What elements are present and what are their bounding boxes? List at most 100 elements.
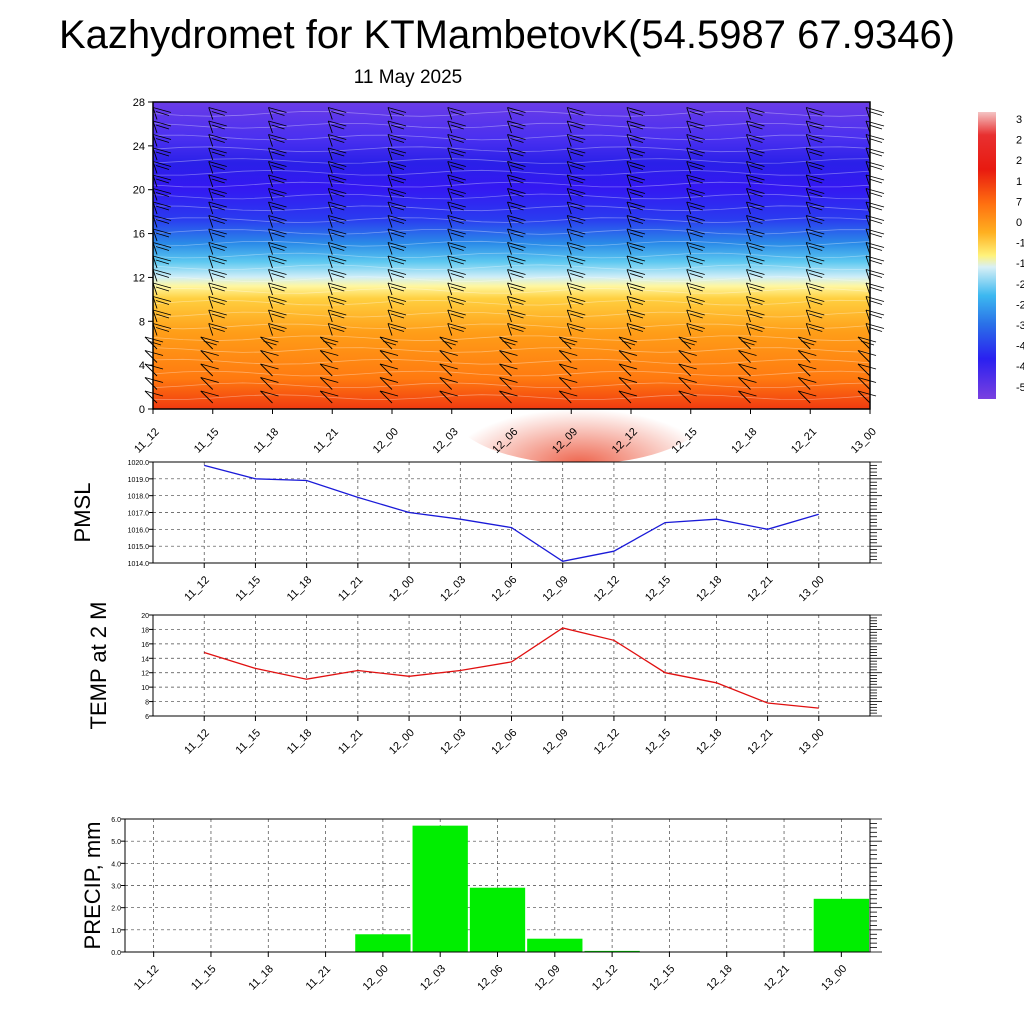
wind-barb-flag bbox=[379, 336, 399, 343]
wind-barb-flag bbox=[387, 255, 407, 262]
wind-barb-flag bbox=[442, 340, 456, 346]
wind-barb-flag bbox=[331, 259, 345, 265]
wind-barb-flag bbox=[507, 107, 526, 113]
wind-barb bbox=[738, 363, 751, 377]
wind-barb bbox=[678, 377, 692, 390]
wind-barb-flag bbox=[155, 205, 170, 211]
wind-barb-flag bbox=[211, 111, 225, 116]
wind-barb bbox=[268, 282, 273, 296]
wind-barb-flag bbox=[629, 178, 644, 184]
wind-barb-flag bbox=[507, 147, 526, 154]
wind-barb-flag bbox=[686, 323, 705, 329]
colorbar-ramp bbox=[978, 112, 996, 399]
wind-barb bbox=[626, 134, 632, 147]
x-tick-label: 12_03 bbox=[431, 426, 461, 456]
wind-barb-flag bbox=[211, 286, 225, 292]
wind-barb bbox=[805, 161, 811, 174]
wind-barb-flag bbox=[689, 246, 703, 251]
x-tick-label: 11_15 bbox=[234, 727, 264, 757]
wind-barb bbox=[447, 323, 453, 336]
wind-barb-flag bbox=[331, 219, 345, 224]
colorbar-label: -1 bbox=[1016, 258, 1024, 270]
wind-barb bbox=[268, 309, 273, 323]
wind-barb bbox=[268, 161, 273, 174]
wind-barb-flag bbox=[271, 205, 285, 211]
wind-barb-flag bbox=[499, 350, 518, 356]
wind-barb-flag bbox=[868, 205, 883, 211]
wind-barb-flag bbox=[857, 336, 877, 343]
wind-barb bbox=[507, 255, 512, 269]
wind-barb-flag bbox=[203, 340, 217, 346]
wind-barb-flag bbox=[331, 138, 345, 143]
wind-barb bbox=[797, 336, 811, 350]
wind-barb-flag bbox=[809, 327, 823, 332]
wind-barb-flag bbox=[626, 120, 646, 127]
wind-barb-flag bbox=[570, 192, 584, 197]
wind-barb-flag bbox=[208, 188, 227, 194]
wind-barb bbox=[208, 228, 214, 242]
wind-barb-flag bbox=[387, 282, 407, 289]
wind-barb bbox=[566, 228, 572, 242]
wind-barb-flag bbox=[379, 363, 399, 370]
wind-barb-flag bbox=[868, 178, 883, 184]
wind-barb bbox=[447, 255, 453, 269]
wind-barb bbox=[566, 215, 572, 228]
wind-barb bbox=[387, 309, 393, 323]
wind-barb-flag bbox=[155, 286, 170, 292]
wind-barb-flag bbox=[626, 228, 646, 235]
wind-barb bbox=[208, 120, 214, 134]
wind-barb-flag bbox=[450, 219, 464, 224]
wind-barb bbox=[208, 107, 214, 120]
wind-barb-flag bbox=[387, 174, 407, 181]
wind-barb bbox=[686, 215, 692, 228]
wind-barb-flag bbox=[809, 205, 823, 211]
wind-barb bbox=[805, 296, 811, 309]
wind-barb-flag bbox=[447, 282, 466, 289]
wind-barb-flag bbox=[390, 165, 405, 170]
wind-barb bbox=[626, 309, 632, 323]
wind-barb-flag bbox=[152, 269, 172, 275]
figure-title: Kazhydromet for KTMambetovK(54.5987 67.9… bbox=[59, 13, 955, 57]
wind-barb-flag bbox=[806, 147, 825, 154]
x-tick-label: 12_18 bbox=[694, 727, 724, 757]
wind-barb-flag bbox=[328, 107, 347, 113]
wind-barb-flag bbox=[328, 120, 347, 127]
wind-barb-flag bbox=[328, 147, 347, 154]
wind-barb-flag bbox=[689, 151, 703, 157]
wind-barb-flag bbox=[738, 390, 757, 397]
wind-barb bbox=[447, 134, 453, 147]
wind-barb-flag bbox=[390, 192, 405, 197]
wind-barb-flag bbox=[507, 228, 526, 235]
wind-barb-flag bbox=[271, 246, 285, 251]
wind-barb-flag bbox=[746, 242, 765, 248]
y-tick-label: 1019.0 bbox=[128, 477, 150, 484]
wind-barb-flag bbox=[806, 201, 825, 208]
wind-barb-flag bbox=[268, 107, 287, 113]
wind-barb-flag bbox=[268, 309, 287, 316]
wind-barb bbox=[379, 336, 393, 350]
wind-barb-flag bbox=[626, 188, 646, 194]
wind-barb-flag bbox=[450, 246, 464, 251]
wind-barb bbox=[746, 161, 751, 174]
wind-barb bbox=[566, 269, 572, 282]
wind-barb-flag bbox=[331, 151, 345, 157]
wind-barb-flag bbox=[746, 147, 765, 154]
wind-barb-flag bbox=[868, 219, 883, 224]
wind-barb-flag bbox=[686, 201, 705, 208]
wind-barb bbox=[805, 107, 811, 120]
x-tick-label: 11_21 bbox=[336, 574, 366, 604]
wind-barb-flag bbox=[749, 232, 763, 238]
wind-barb-flag bbox=[570, 313, 584, 319]
x-tick-label: 12_00 bbox=[387, 574, 417, 604]
wind-barb-flag bbox=[749, 313, 763, 319]
wind-barb bbox=[686, 242, 692, 255]
wind-barb-flag bbox=[865, 147, 885, 154]
wind-barb-flag bbox=[152, 107, 172, 113]
wind-barb-flag bbox=[746, 255, 765, 262]
wind-barb-flag bbox=[390, 273, 405, 278]
wind-barb bbox=[387, 161, 393, 174]
wind-barb-flag bbox=[499, 390, 518, 397]
wind-barb-flag bbox=[331, 178, 345, 184]
wind-barb bbox=[327, 296, 333, 309]
wind-barb-flag bbox=[328, 282, 347, 289]
